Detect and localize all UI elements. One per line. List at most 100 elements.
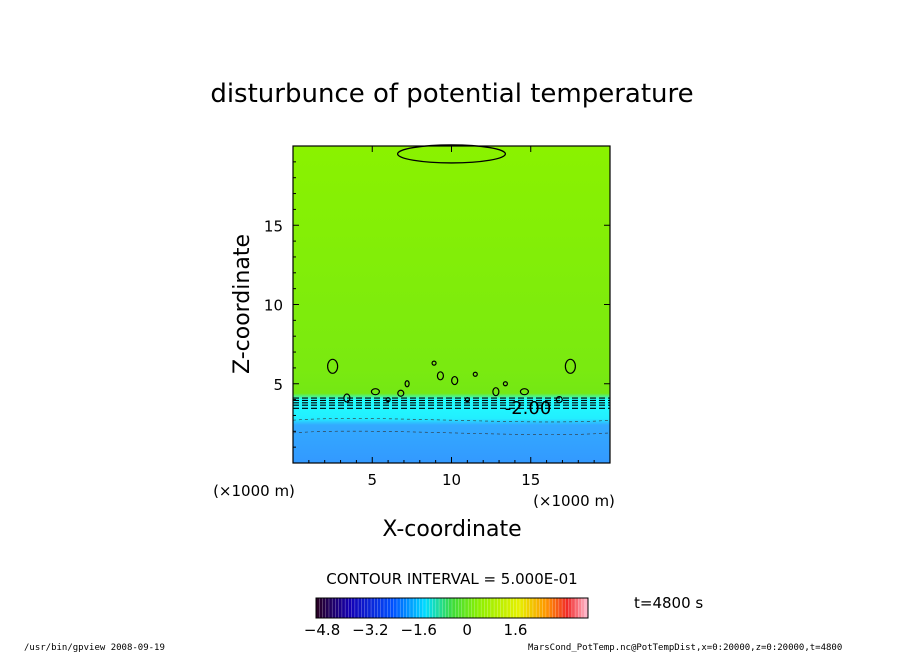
- colorbar-cell: [575, 598, 579, 618]
- contour-line: [292, 430, 611, 435]
- x-tick-label: 5: [367, 471, 377, 489]
- colorbar-cell: [374, 598, 378, 618]
- colorbar-cell: [481, 598, 485, 618]
- colorbar-cell: [516, 598, 521, 618]
- colorbar-tick-label: −1.6: [401, 621, 437, 639]
- colorbar-cell: [510, 598, 514, 618]
- x-tick-label: 10: [442, 471, 461, 489]
- colorbar-cell: [545, 598, 550, 618]
- colorbar-cell: [584, 598, 589, 618]
- colorbar-cell: [503, 598, 508, 618]
- contour-line: [464, 397, 470, 403]
- colorbar-cell: [429, 598, 433, 618]
- colorbar-cell: [439, 598, 443, 618]
- colorbar-cell: [332, 598, 336, 618]
- colorbar-cell: [416, 598, 420, 618]
- colorbar-tick-label: 1.6: [504, 621, 528, 639]
- contour-line: [519, 388, 530, 396]
- colorbar-cell: [377, 598, 382, 618]
- colorbar-cell: [474, 598, 479, 618]
- y-tick-label: 15: [264, 217, 283, 235]
- colorbar-cell: [532, 598, 537, 618]
- colorbar-cell: [393, 598, 398, 618]
- colorbar-cell: [422, 598, 427, 618]
- colorbar-cell: [426, 598, 430, 618]
- contour-line: [555, 396, 563, 404]
- colorbar-cell: [435, 598, 440, 618]
- chart-title: disturbunce of potential temperature: [210, 79, 693, 109]
- colorbar-cell: [513, 598, 518, 618]
- contour-line: [492, 387, 500, 397]
- contour-line: [431, 360, 437, 366]
- colorbar-cell: [396, 598, 401, 618]
- colorbar: [315, 597, 589, 619]
- colorbar-cell: [571, 598, 576, 618]
- y-axis: 5 10 15: [264, 161, 610, 448]
- colorbar-cell: [413, 598, 417, 618]
- colorbar-cell: [461, 598, 466, 618]
- colorbar-cell: [364, 598, 369, 618]
- colorbar-cell: [578, 598, 582, 618]
- contour-line: [502, 381, 508, 387]
- colorbar-cell: [403, 598, 407, 618]
- colorbar-cell: [529, 598, 534, 618]
- colorbar-cell: [507, 598, 511, 618]
- contour-line: [472, 371, 478, 377]
- colorbar-cell: [448, 598, 453, 618]
- footer-left: /usr/bin/gpview 2008-09-19: [24, 643, 165, 653]
- contour-line: [292, 418, 611, 423]
- contour-marks: [292, 144, 611, 435]
- colorbar-cell: [406, 598, 411, 618]
- colorbar-cell: [341, 598, 346, 618]
- colorbar-cell: [354, 598, 359, 618]
- colorbar-cell: [555, 598, 560, 618]
- colorbar-tick-label: −4.8: [304, 621, 340, 639]
- colorbar-cell: [351, 598, 356, 618]
- colorbar-cell: [568, 598, 573, 618]
- colorbar-cell: [464, 598, 469, 618]
- colorbar-cell: [335, 598, 339, 618]
- colorbar-cell: [361, 598, 365, 618]
- colorbar-cell: [558, 598, 563, 618]
- time-label: t=4800 s: [634, 594, 703, 612]
- colorbar-cell: [536, 598, 540, 618]
- colorbar-cell: [565, 598, 569, 618]
- colorbar-frame: [315, 597, 589, 619]
- colorbar-cell: [387, 598, 391, 618]
- contour-line: [404, 380, 410, 388]
- colorbar-cell: [316, 598, 320, 618]
- y-unit-label: (×1000 m): [213, 482, 295, 500]
- colorbar-cell: [409, 598, 414, 618]
- colorbar-ticks: −4.8 −3.2 −1.6 0 1.6: [304, 621, 528, 639]
- colorbar-cell: [325, 598, 330, 618]
- colorbar-cell: [549, 598, 553, 618]
- colorbar-cell: [348, 598, 352, 618]
- colorbar-cell: [468, 598, 472, 618]
- colorbar-cell: [390, 598, 395, 618]
- y-tick-label: 10: [264, 297, 283, 315]
- contour-line: [397, 389, 405, 397]
- colorbar-cell: [477, 598, 482, 618]
- contour-line: [564, 358, 576, 374]
- colorbar-tick-label: −3.2: [352, 621, 388, 639]
- contour-line: [343, 393, 351, 403]
- colorbar-cell: [445, 598, 450, 618]
- contour-line: [396, 144, 507, 164]
- x-axis-label: X-coordinate: [382, 517, 521, 542]
- colorbar-cell: [487, 598, 492, 618]
- x-axis: 5 10 15: [308, 146, 595, 489]
- contour-line: [327, 358, 339, 374]
- colorbar-cell: [494, 598, 498, 618]
- contour-line: [370, 388, 381, 396]
- colorbar-cell: [455, 598, 459, 618]
- colorbar-cell: [432, 598, 437, 618]
- x-unit-label: (×1000 m): [533, 492, 615, 510]
- colorbar-cell: [520, 598, 524, 618]
- colorbar-cell: [371, 598, 375, 618]
- colorbar-cell: [338, 598, 343, 618]
- colorbar-cell: [539, 598, 543, 618]
- colorbar-cell: [542, 598, 547, 618]
- colorbar-cell: [328, 598, 333, 618]
- contour-field: [293, 146, 610, 463]
